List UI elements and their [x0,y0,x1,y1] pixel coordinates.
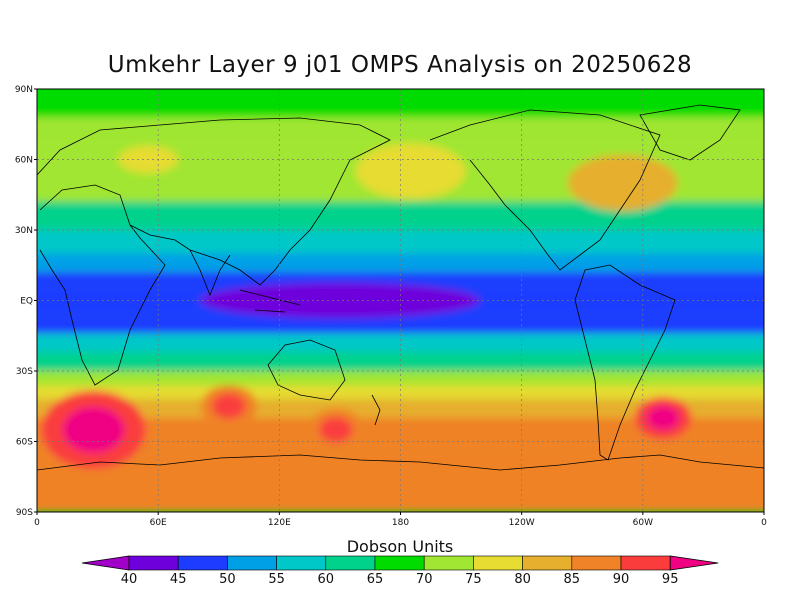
colorbar-high-arrow [669,555,719,571]
colorbar-level-label: 55 [268,572,285,587]
colorbar-level-label: 40 [121,572,138,587]
southern-max-0 [62,406,125,454]
x-tick-label: 60E [150,518,167,528]
colorbar-segment [374,555,425,571]
coast-greenland [639,104,741,161]
x-tick-label: 180 [392,518,409,528]
colorbar-segment [620,555,671,571]
y-tick-label: 90S [16,508,33,518]
ozone-band-11 [37,371,764,386]
colorbar-level-label: 95 [662,572,679,587]
x-tick-label: 120E [268,518,291,528]
colorbar-level-label: 50 [219,572,236,587]
coast-indonesia [239,289,301,313]
colorbar-segment [325,555,376,571]
coast-india [189,249,231,297]
y-tick-label: EQ [20,297,33,307]
y-tick-label: 90N [15,85,33,95]
x-axis-ticks: 0 60E 120E 180 120W 60W 0 [34,512,767,528]
southern-max-3 [319,417,353,443]
colorbar-level-label: 60 [318,572,335,587]
colorbar-level-label: 45 [170,572,187,587]
colorbar-segment [227,555,277,571]
ozone-band-5 [37,253,764,273]
y-tick-label: 60N [15,156,33,166]
page-title: Umkehr Layer 9 j01 OMPS Analysis on 2025… [107,52,693,78]
tropical-minimum [199,282,480,319]
colorbar-segment [571,555,622,571]
coast-antarctica [37,454,764,471]
y-tick-label: 30N [15,226,33,236]
colorbar-level-label: 65 [367,572,384,587]
ozone-band-9 [37,333,764,353]
colorbar-low-arrow [81,555,130,571]
coast-nz [371,394,381,426]
colorbar-level-label: 85 [564,572,581,587]
colorbar-segment [276,555,327,571]
southern-max-2 [212,393,246,419]
x-tick-label: 0 [761,518,767,528]
colorbar-level-label: 75 [465,572,482,587]
coast-north-america [429,109,661,271]
northern-high-2 [592,169,653,197]
colorbar-level-label: 70 [416,572,433,587]
ozone-band-0 [37,89,764,118]
colorbar-segment [522,555,573,571]
y-tick-label: 30S [16,367,33,377]
southern-max-1 [646,405,680,431]
colorbar-segment [473,555,523,571]
coast-eurasia [37,117,391,286]
coastlines [37,104,764,471]
y-tick-label: 60S [16,438,33,448]
x-tick-label: 120W [509,518,535,528]
x-tick-label: 0 [34,518,40,528]
ozone-band-4 [37,230,764,254]
coast-south-america [574,264,676,461]
y-axis-ticks: 90N 60N 30N EQ 30S 60S 90S [15,85,37,518]
coast-africa [39,184,166,386]
x-tick-label: 60W [633,518,653,528]
colorbar: Dobson Units 40 45 50 55 60 65 70 75 80 85 90 95 [81,537,719,587]
northern-high-1 [380,157,441,186]
colorbar-segment [128,555,179,571]
colorbar-segment [423,555,474,571]
coast-australia [267,339,346,401]
grid [37,89,764,512]
colorbar-segment [177,555,228,571]
colorbar-title: Dobson Units [347,537,454,556]
colorbar-level-label: 90 [613,572,630,587]
ozone-band-10 [37,352,764,371]
colorbar-level-label: 80 [514,572,531,587]
ozone-band-12 [37,385,764,400]
